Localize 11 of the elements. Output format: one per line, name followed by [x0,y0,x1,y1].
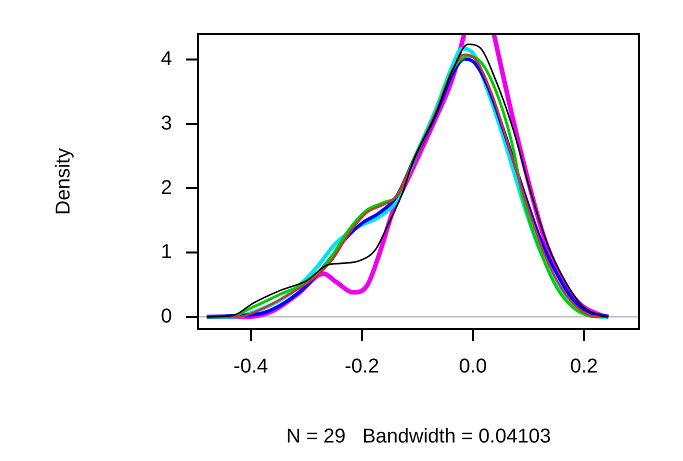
y-tick-label: 4 [160,48,172,70]
y-tick-label: 0 [160,305,172,328]
x-tick-label: 0.0 [459,356,487,378]
x-tick-label: 0.2 [570,356,598,378]
y-tick-label: 1 [160,241,172,264]
y-axis-title: Density [52,148,75,215]
y-tick-label: 2 [160,176,172,199]
x-axis-title: N = 29 Bandwidth = 0.04103 [286,426,551,448]
x-tick-label: -0.2 [344,356,380,378]
y-tick-label: 3 [160,112,172,134]
x-tick-label: -0.4 [234,356,268,378]
